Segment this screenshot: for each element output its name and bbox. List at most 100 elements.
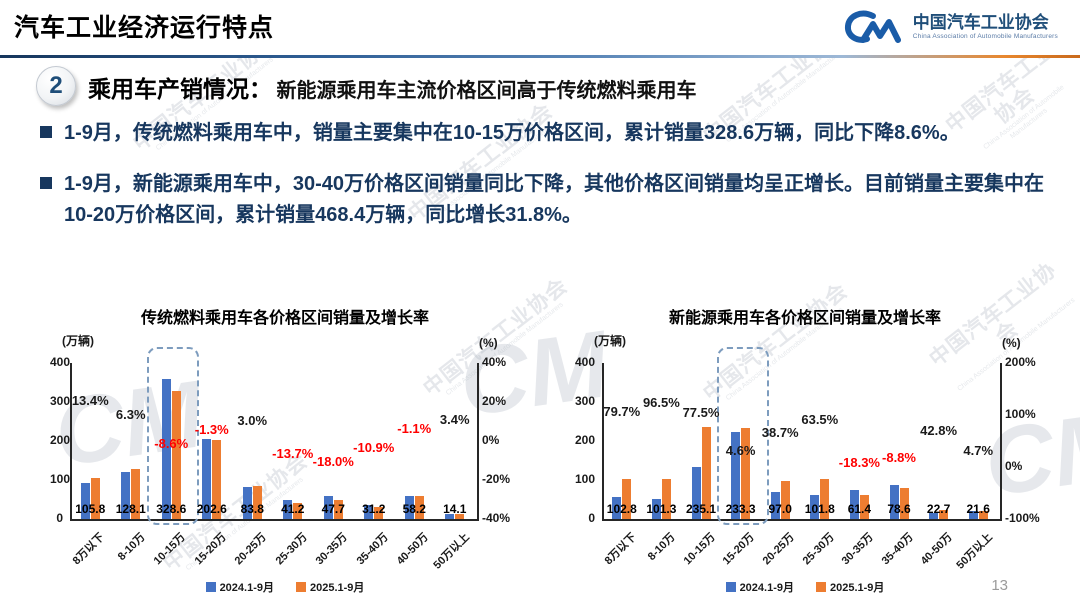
bar-value-label: 97.0: [768, 502, 792, 516]
bar-2025.1-9月-50万以上: [978, 510, 988, 519]
x-axis-label: 25-30万: [273, 531, 310, 568]
bar-value-label: 235.1: [685, 502, 717, 516]
bullet-square-icon: [40, 126, 52, 138]
bullet-item-1: 1-9月，传统燃料乘用车中，销量主要集中在10-15万价格区间，累计销量328.…: [40, 118, 1045, 148]
bar-value-label: 61.4: [847, 502, 872, 516]
legend-item: 2025.1-9月: [296, 579, 364, 595]
growth-label: -1.3%: [194, 421, 229, 437]
bar-value-label: 328.6: [156, 502, 187, 516]
growth-label: 63.5%: [801, 411, 839, 427]
x-axis-label: 35-40万: [354, 531, 391, 568]
plot-area: [70, 363, 479, 521]
org-logo: 中国汽车工业协会 China Association of Automobile…: [843, 8, 1058, 46]
x-axis-label: 15-20万: [192, 531, 229, 568]
y-axis-tick-right: -20%: [482, 472, 511, 486]
bar-value-label: 31.2: [362, 502, 386, 516]
chart-title: 传统燃料乘用车各价格区间销量及增长率: [140, 310, 429, 327]
bar-value-label: 101.3: [646, 502, 677, 516]
bar-2024.1-9月-25-30万: [283, 500, 293, 519]
y-axis-tick-left: 300: [574, 394, 595, 408]
y-axis-tick-right: -40%: [482, 511, 511, 525]
bar-2024.1-9月-8万以下: [612, 496, 622, 519]
legend-item: 2024.1-9月: [205, 579, 274, 595]
bar-2025.1-9月-50万以上: [455, 513, 465, 519]
org-name-en: China Association of Automobile Manufact…: [912, 32, 1058, 40]
org-name: 中国汽车工业协会 China Association of Automobile…: [912, 13, 1058, 40]
y-axis-tick-left: 100: [50, 472, 71, 486]
y-axis-tick-left: 100: [574, 472, 595, 486]
bar-2024.1-9月-20-25万: [242, 487, 252, 519]
bar-value-label: 102.8: [606, 502, 637, 516]
x-axis-label: 8万以下: [70, 531, 107, 568]
y-axis-tick-right: -100%: [1005, 511, 1040, 525]
left-axis-unit: (万辆): [594, 334, 626, 348]
bullet-square-icon: [40, 177, 52, 190]
bar-2025.1-9月-30-35万: [333, 500, 343, 519]
chart-nev: 新能源乘用车各价格区间销量及增长率 (万辆) (%) 400 300 200 100 0 200…: [570, 296, 1040, 608]
bar-2025.1-9月-15-20万: [212, 439, 222, 519]
growth-label: 3.0%: [237, 413, 268, 429]
bullet-text-2: 1-9月，新能源乘用车中，30-40万价格区间销量同比下降，其他价格区间销量均呈…: [64, 173, 1045, 226]
bar-2025.1-9月-40-50万: [414, 496, 424, 519]
bar-value-label: 128.1: [115, 502, 146, 516]
bar-2024.1-9月-40-50万: [404, 496, 414, 519]
growth-label: -1.1%: [397, 421, 432, 437]
x-axis-label: 20-25万: [760, 531, 797, 568]
x-axis-label: 50万以上: [954, 531, 995, 572]
section-heading-sub: 新能源乘用车主流价格区间高于传统燃料乘用车: [276, 80, 697, 102]
bar-2025.1-9月-35-40万: [899, 488, 909, 519]
growth-label: 4.6%: [725, 442, 756, 458]
x-axis-label: 50万以上: [430, 531, 472, 572]
growth-label: 42.8%: [920, 422, 958, 438]
bar-2024.1-9月-30-35万: [323, 496, 333, 519]
legend-swatch-icon: [205, 582, 216, 592]
right-axis-unit: (%): [1002, 336, 1021, 350]
chart-title: 新能源乘用车各价格区间销量及增长率: [668, 310, 941, 327]
bar-2024.1-9月-50万以上: [445, 513, 455, 519]
x-axis-label: 20-25万: [232, 531, 269, 568]
growth-label: 4.7%: [963, 442, 994, 458]
bar-2025.1-9月-20-25万: [780, 481, 790, 519]
bar-2024.1-9月-40-50万: [929, 512, 939, 519]
bar-2025.1-9月-8-10万: [661, 479, 671, 519]
bar-2025.1-9月-8万以下: [90, 477, 100, 519]
growth-label: -18.0%: [312, 454, 354, 470]
x-axis-label: 10-15万: [681, 531, 718, 568]
bar-2024.1-9月-35-40万: [364, 505, 374, 519]
x-axis-label: 8万以下: [602, 531, 639, 568]
y-axis-tick-right: 100%: [1005, 407, 1036, 421]
section-heading-main: 乘用车产销情况：: [88, 76, 272, 102]
section-number-badge: 2: [36, 66, 76, 106]
y-axis-tick-right: 0%: [482, 433, 500, 447]
legend-item: 2025.1-9月: [816, 579, 884, 595]
y-axis-tick-right: 40%: [482, 355, 507, 369]
growth-label: 79.7%: [603, 403, 641, 419]
y-axis-tick-left: 200: [574, 433, 595, 447]
growth-label: 3.4%: [439, 412, 470, 428]
bar-value-label: 58.2: [402, 502, 426, 516]
legend-item: 2024.1-9月: [725, 579, 794, 595]
bar-value-label: 101.8: [804, 502, 835, 516]
bar-2024.1-9月-20-25万: [770, 491, 780, 519]
bar-2025.1-9月-25-30万: [820, 479, 830, 519]
y-axis-tick-left: 300: [50, 394, 71, 408]
growth-label: 96.5%: [642, 394, 680, 410]
bar-2024.1-9月-15-20万: [731, 432, 741, 519]
y-axis-tick-right: 20%: [482, 394, 507, 408]
legend-swatch-icon: [725, 582, 736, 592]
bar-value-label: 47.7: [321, 502, 345, 516]
bar-2024.1-9月-10-15万: [691, 467, 701, 519]
x-axis-label: 40-50万: [919, 531, 956, 568]
y-axis-tick-right: 0%: [1005, 459, 1023, 473]
section-heading: 乘用车产销情况： 新能源乘用车主流价格区间高于传统燃料乘用车: [88, 70, 696, 104]
x-axis-label: 8-10万: [115, 531, 148, 563]
bar-2025.1-9月-20-25万: [252, 486, 262, 519]
bar-2024.1-9月-15-20万: [202, 438, 212, 519]
bullet-text-1: 1-9月，传统燃料乘用车中，销量主要集中在10-15万价格区间，累计销量328.…: [64, 122, 960, 144]
bar-2025.1-9月-8-10万: [131, 469, 141, 519]
legend-label: 2024.1-9月: [739, 582, 794, 594]
bar-value-label: 41.2: [281, 502, 305, 516]
bar-value-label: 14.1: [443, 502, 467, 516]
page-title: 汽车工业经济运行特点: [14, 14, 275, 42]
